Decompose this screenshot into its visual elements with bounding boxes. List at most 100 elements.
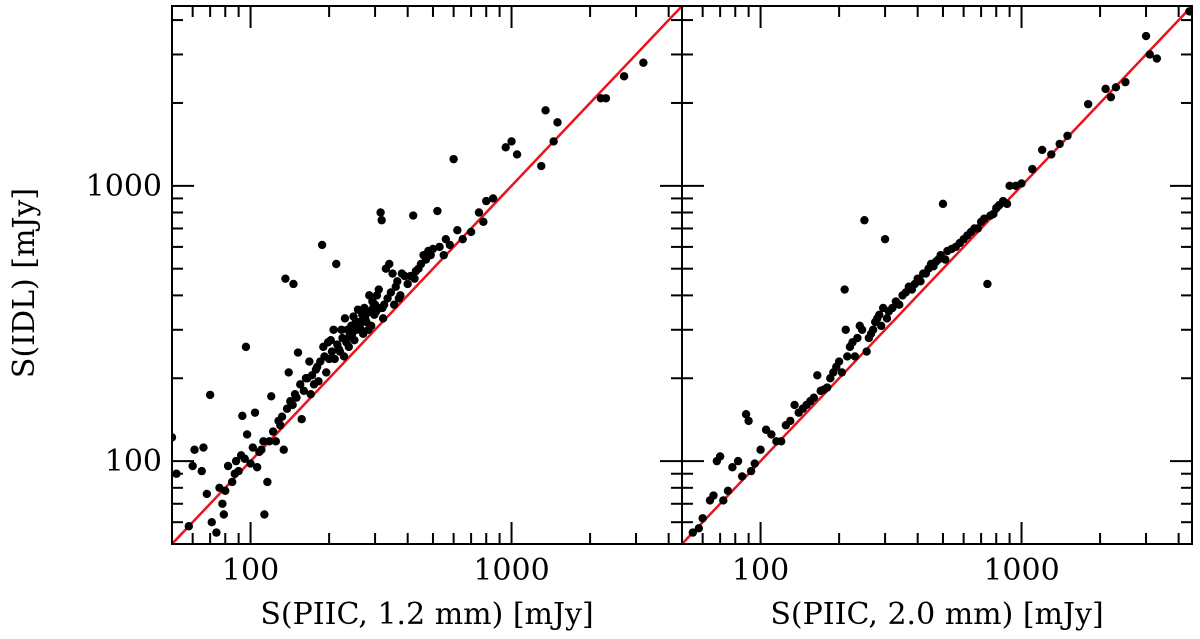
x-tick-label: 1000 [983,553,1059,588]
data-point [746,466,756,476]
data-point [337,325,346,334]
data-point [895,300,904,309]
data-point [1047,150,1056,159]
data-point [840,285,849,294]
data-point [241,342,251,352]
data-point [639,58,648,67]
data-point [377,216,386,225]
data-point [619,72,629,81]
data-point [393,277,402,286]
data-point [292,393,301,402]
ticks-right [681,6,1192,545]
data-point [379,300,389,309]
data-point [1121,77,1130,87]
data-point [973,224,983,233]
data-point [1063,131,1072,140]
data-point [299,386,309,396]
data-point [877,321,886,331]
data-point [834,357,844,366]
data-point [541,106,550,115]
data-point [322,368,331,377]
data-point [698,514,707,523]
x-tick-label: 1000 [473,553,549,588]
data-point [916,277,925,286]
data-point [389,300,399,309]
data-point [862,347,871,356]
tick-labels-right: 100 1000 [732,553,1060,588]
y-tick-label: 1000 [86,169,162,204]
data-point [449,154,458,164]
data-point [281,274,290,283]
data-point [512,150,522,159]
data-point [259,437,268,446]
data-point [284,368,293,377]
data-point [1101,84,1110,94]
x-tick-label: 100 [732,553,789,588]
data-point [205,390,215,400]
data-point [332,259,341,269]
data-point [238,411,247,421]
data-point [737,472,747,481]
data-point [1152,54,1162,63]
data-point [466,227,476,237]
data-point [221,486,230,496]
data-point [289,279,298,289]
data-point [1002,199,1012,209]
data-point [809,393,819,402]
data-point [837,368,847,377]
data-point [344,342,354,352]
x-tick-label: 100 [222,553,279,588]
data-point [240,454,249,463]
data-point [439,250,448,260]
data-point [744,416,753,426]
data-point [767,430,776,439]
data-point [853,333,862,343]
data-point [248,443,258,452]
data-point [501,143,510,152]
panel-left: 100 1000 100 1000 S(PIIC, 1.2 mm) [mJy] S(I… [7,5,683,632]
data-point [376,208,385,217]
data-point [330,354,339,364]
data-point [246,459,255,468]
data-point [378,314,388,323]
data-point [242,430,252,439]
points-left [172,58,648,537]
data-point [790,400,799,410]
data-point [1005,181,1014,191]
x-axis-title-left: S(PIIC, 1.2 mm) [mJy] [260,597,593,632]
data-point [367,321,376,331]
data-point [339,352,349,361]
data-point [857,325,867,334]
data-point [257,445,266,454]
data-point [276,421,285,430]
data-point [327,347,337,356]
data-point [474,208,484,217]
data-point [841,325,850,334]
data-point [188,461,197,471]
data-point [190,445,199,454]
data-point [549,137,558,146]
data-point [428,244,438,254]
data-point [875,310,884,320]
data-point [197,466,206,476]
data-point [374,285,383,294]
data-point [350,335,359,345]
data-point [1055,139,1064,149]
data-point [750,459,759,468]
data-point [1028,164,1037,174]
data-point [1185,7,1192,16]
data-point [479,217,488,227]
data-point [271,437,281,446]
data-point [219,510,229,519]
data-point [709,491,718,500]
data-point [293,348,303,357]
data-point [1145,50,1154,59]
data-point [822,383,832,392]
data-point [868,325,878,334]
data-point [305,357,314,366]
data-point [860,216,869,225]
data-point [218,499,227,508]
data-point [207,518,216,527]
data-point [386,288,396,297]
data-point [388,269,397,278]
